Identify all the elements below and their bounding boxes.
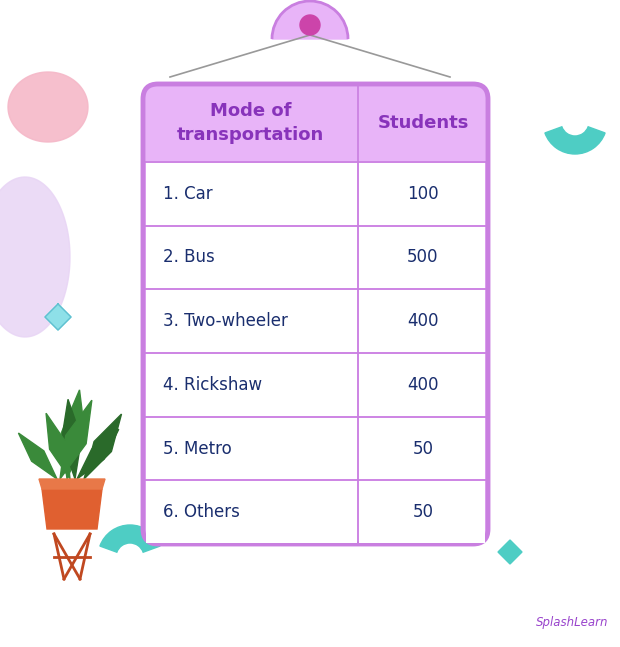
Text: 500: 500 <box>407 248 439 267</box>
Circle shape <box>300 15 320 35</box>
Text: SplashLearn: SplashLearn <box>536 616 608 629</box>
FancyBboxPatch shape <box>146 354 357 415</box>
Polygon shape <box>42 489 102 529</box>
Polygon shape <box>45 304 71 330</box>
FancyBboxPatch shape <box>146 163 357 225</box>
Text: 50: 50 <box>412 503 433 521</box>
Wedge shape <box>272 1 348 39</box>
Text: 2. Bus: 2. Bus <box>163 248 215 267</box>
FancyBboxPatch shape <box>359 291 485 352</box>
Text: 400: 400 <box>407 376 439 394</box>
Polygon shape <box>39 479 105 489</box>
Text: 100: 100 <box>407 185 439 203</box>
FancyBboxPatch shape <box>146 226 357 289</box>
FancyBboxPatch shape <box>143 84 488 544</box>
Wedge shape <box>100 525 160 552</box>
Text: Students: Students <box>378 114 469 132</box>
FancyBboxPatch shape <box>359 418 485 479</box>
Polygon shape <box>19 433 57 479</box>
Polygon shape <box>8 72 88 142</box>
FancyBboxPatch shape <box>146 481 357 543</box>
Polygon shape <box>61 399 81 479</box>
Text: 6. Others: 6. Others <box>163 503 240 521</box>
Polygon shape <box>84 414 122 479</box>
Wedge shape <box>545 127 605 154</box>
Polygon shape <box>0 177 70 337</box>
FancyBboxPatch shape <box>359 226 485 289</box>
Text: 4. Rickshaw: 4. Rickshaw <box>163 376 262 394</box>
FancyBboxPatch shape <box>359 481 485 543</box>
Text: 1. Car: 1. Car <box>163 185 213 203</box>
FancyBboxPatch shape <box>146 418 357 479</box>
Text: 400: 400 <box>407 312 439 330</box>
Polygon shape <box>60 400 92 479</box>
Text: 3. Two-wheeler: 3. Two-wheeler <box>163 312 288 330</box>
FancyBboxPatch shape <box>359 354 485 415</box>
Polygon shape <box>46 413 70 479</box>
Text: 50: 50 <box>412 439 433 457</box>
Polygon shape <box>498 540 522 564</box>
Polygon shape <box>77 429 119 479</box>
Text: 5. Metro: 5. Metro <box>163 439 232 457</box>
FancyBboxPatch shape <box>146 291 357 352</box>
FancyBboxPatch shape <box>359 163 485 225</box>
Text: Mode of
transportation: Mode of transportation <box>177 102 324 144</box>
Polygon shape <box>61 390 85 479</box>
